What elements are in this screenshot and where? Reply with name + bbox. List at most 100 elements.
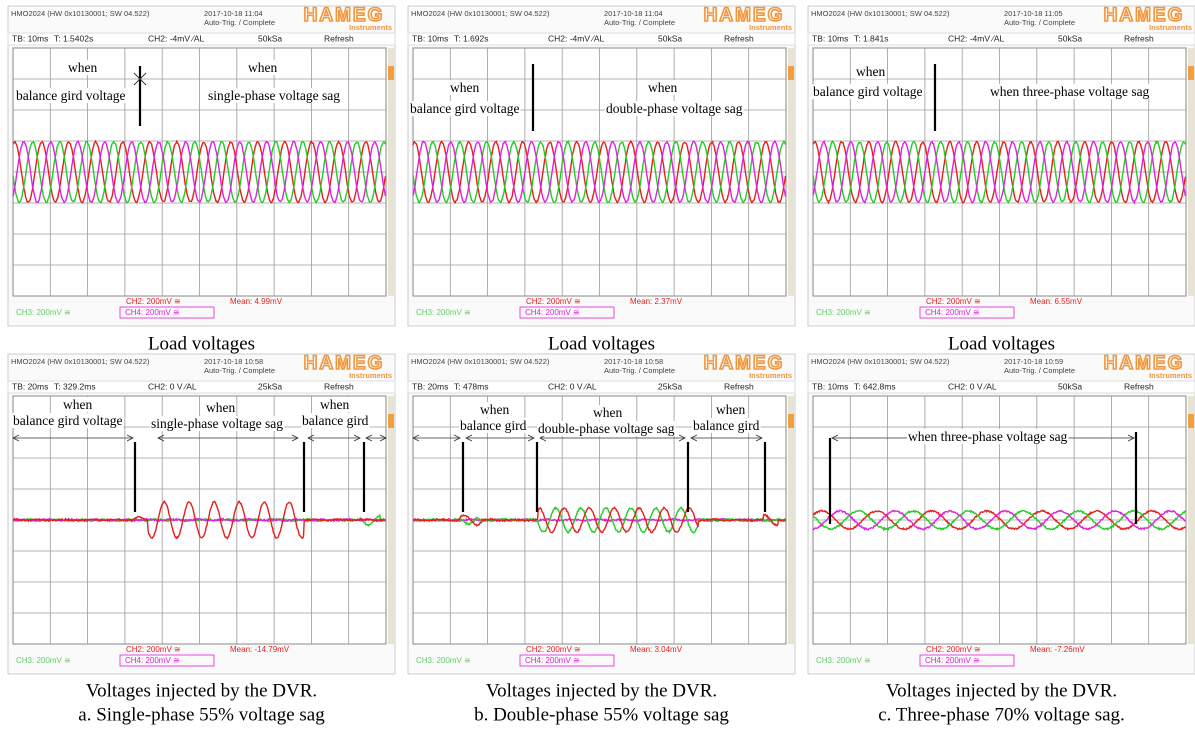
device-info: HMO2024 (HW 0x10130001; SW 04.522)	[411, 357, 550, 366]
sample-rate: 50kSa	[658, 33, 682, 43]
trigger-level: CH2: 0 V ⁄AL	[148, 381, 197, 391]
scope-screenshot: HMO2024 (HW 0x10130001; SW 04.522)2017-1…	[8, 5, 395, 326]
side-menu	[388, 396, 394, 644]
trigger-status: Auto-Trig. / Complete	[1004, 18, 1075, 27]
date-time: 2017-10-18 11:05	[1004, 9, 1063, 18]
acq-mode: Refresh	[724, 381, 754, 391]
scope-screenshot: HMO2024 (HW 0x10130001; SW 04.522)2017-1…	[808, 5, 1195, 326]
caption: a. Single-phase 55% voltage sag	[78, 704, 325, 725]
trigger-level: CH2: 0 V ⁄AL	[548, 381, 597, 391]
caption: Voltages injected by the DVR.	[486, 680, 717, 701]
ch3-scale: CH3: 200mV ≅	[816, 308, 871, 317]
trigger-level: CH2: 0 V ⁄AL	[948, 381, 997, 391]
annotation: balance gird voltage	[16, 88, 125, 103]
ch3-scale: CH3: 200mV ≅	[816, 656, 871, 665]
trigger-level: CH2: -4mV ⁄AL	[548, 33, 604, 43]
annotation: when	[648, 80, 677, 95]
mean-value: Mean: -14.79mV	[230, 645, 290, 654]
annotation: when	[248, 60, 277, 75]
trigger-status: Auto-Trig. / Complete	[204, 18, 275, 27]
date-time: 2017-10-18 10:58	[604, 357, 663, 366]
device-info: HMO2024 (HW 0x10130001; SW 04.522)	[411, 9, 550, 18]
brand-subtitle: Instruments	[349, 23, 392, 32]
annotation: when	[63, 397, 92, 412]
mean-value: Mean: 2.37mV	[630, 297, 683, 306]
annotation: when	[206, 400, 235, 415]
caption: Voltages injected by the DVR.	[86, 680, 317, 701]
sample-rate: 50kSa	[258, 33, 282, 43]
timebase: TB: 10ms	[12, 33, 48, 43]
acq-mode: Refresh	[1124, 381, 1154, 391]
ch2-scale: CH2: 200mV ≅	[526, 297, 581, 306]
annotation: balance gird	[302, 413, 369, 428]
mean-value: Mean: -7.26mV	[1030, 645, 1085, 654]
annotation: balance gird	[460, 418, 527, 433]
ch3-scale: CH3: 200mV ≅	[416, 656, 471, 665]
annotation: double-phase voltage sag	[538, 421, 675, 436]
ch4-scale: CH4: 200mV ≅	[125, 308, 180, 317]
annotation: double-phase voltage sag	[606, 101, 743, 116]
ch2-scale: CH2: 200mV ≅	[926, 645, 981, 654]
side-menu	[1188, 396, 1194, 644]
side-menu-active	[1188, 414, 1194, 428]
ch4-scale: CH4: 200mV ≅	[925, 308, 980, 317]
date-time: 2017-10-18 10:59	[1004, 357, 1063, 366]
annotation: balance gird voltage	[813, 84, 922, 99]
ch4-scale: CH4: 200mV ≅	[925, 656, 980, 665]
ch4-scale: CH4: 200mV ≅	[525, 656, 580, 665]
side-menu	[1188, 48, 1194, 296]
trigger-time: T: 329.2ms	[54, 381, 96, 391]
annotation: when	[593, 405, 622, 420]
ch3-scale: CH3: 200mV ≅	[16, 308, 71, 317]
side-menu-active	[788, 66, 794, 80]
acq-mode: Refresh	[324, 33, 354, 43]
date-time: 2017-10-18 10:58	[204, 357, 263, 366]
ch3-scale: CH3: 200mV ≅	[16, 656, 71, 665]
ch2-scale: CH2: 200mV ≅	[926, 297, 981, 306]
brand-subtitle: Instruments	[749, 23, 792, 32]
ch2-scale: CH2: 200mV ≅	[126, 645, 181, 654]
sample-rate: 25kSa	[658, 381, 682, 391]
mean-value: Mean: 6.55mV	[1030, 297, 1083, 306]
device-info: HMO2024 (HW 0x10130001; SW 04.522)	[811, 357, 950, 366]
ch2-scale: CH2: 200mV ≅	[126, 297, 181, 306]
trigger-status: Auto-Trig. / Complete	[204, 366, 275, 375]
annotation: single-phase voltage sag	[208, 88, 340, 103]
annotation: when	[68, 60, 97, 75]
caption: Voltages injected by the DVR.	[886, 680, 1117, 701]
ch2-scale: CH2: 200mV ≅	[526, 645, 581, 654]
figure: HMO2024 (HW 0x10130001; SW 04.522) 2017-1…	[0, 0, 1195, 738]
side-menu-active	[788, 414, 794, 428]
annotation: when	[480, 402, 509, 417]
timebase: TB: 20ms	[412, 381, 448, 391]
annotation: when three-phase voltage sag	[908, 429, 1068, 444]
annotation: balance gird voltage	[410, 101, 519, 116]
acq-mode: Refresh	[724, 33, 754, 43]
scope-screenshot: HMO2024 (HW 0x10130001; SW 04.522)2017-1…	[8, 353, 395, 674]
brand-subtitle: Instruments	[1149, 23, 1192, 32]
trigger-level: CH2: -4mV ⁄AL	[948, 33, 1004, 43]
ch4-scale: CH4: 200mV ≅	[125, 656, 180, 665]
timebase: TB: 10ms	[812, 381, 848, 391]
caption: b. Double-phase 55% voltage sag	[474, 704, 729, 725]
device-info: HMO2024 (HW 0x10130001; SW 04.522)	[11, 9, 150, 18]
sample-rate: 50kSa	[1058, 33, 1082, 43]
acq-mode: Refresh	[324, 381, 354, 391]
scope-screenshot: HMO2024 (HW 0x10130001; SW 04.522) 2017-1…	[408, 353, 795, 674]
brand-subtitle: Instruments	[749, 371, 792, 380]
trigger-time: T: 478ms	[454, 381, 489, 391]
side-menu	[388, 48, 394, 296]
annotation: balance gird voltage	[13, 413, 122, 428]
side-menu	[788, 48, 794, 296]
brand-subtitle: Instruments	[349, 371, 392, 380]
timebase: TB: 10ms	[412, 33, 448, 43]
ch4-scale: CH4: 200mV ≅	[525, 308, 580, 317]
trigger-time: T: 1.5402s	[54, 33, 93, 43]
side-menu-active	[388, 66, 394, 80]
trigger-time: T: 1.692s	[454, 33, 489, 43]
caption: c. Three-phase 70% voltage sag.	[878, 704, 1125, 725]
trigger-time: T: 642.8ms	[854, 381, 896, 391]
trigger-status: Auto-Trig. / Complete	[604, 366, 675, 375]
annotation: when	[716, 402, 745, 417]
mean-value: Mean: 3.04mV	[630, 645, 683, 654]
